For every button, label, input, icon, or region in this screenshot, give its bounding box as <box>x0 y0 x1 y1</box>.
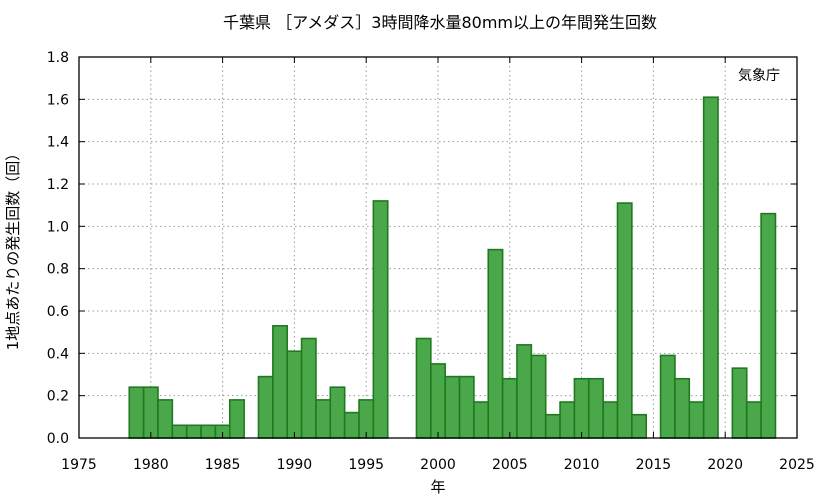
bar-1999 <box>415 337 432 439</box>
bar-2010 <box>573 377 590 439</box>
x-tick-label: 1995 <box>348 457 384 473</box>
x-tick-label: 2015 <box>636 457 672 473</box>
bar-1981 <box>157 399 174 439</box>
y-axis-label: 1地点あたりの発生回数（回） <box>4 146 22 351</box>
bar-2006 <box>516 344 533 439</box>
y-tick-label: 1.2 <box>47 177 69 193</box>
bar-2017 <box>674 377 691 439</box>
x-tick-label: 1980 <box>133 457 169 473</box>
bar-1983 <box>185 424 202 439</box>
bar-2019 <box>702 96 719 439</box>
bar-1988 <box>257 375 274 439</box>
y-axis: 0.0 0.2 0.4 0.6 0.8 1.0 1.2 1.4 1.6 1.8 <box>47 50 797 447</box>
bars <box>128 96 777 439</box>
chart-title: 千葉県 ［アメダス］3時間降水量80mm以上の年間発生回数 <box>223 13 657 32</box>
bar-2005 <box>501 377 518 439</box>
x-tick-label: 1975 <box>61 457 97 473</box>
bar-2023 <box>760 212 777 439</box>
bar-1982 <box>171 424 188 439</box>
bar-2011 <box>587 377 604 439</box>
bar-1992 <box>315 399 332 439</box>
bar-1991 <box>300 337 317 439</box>
x-axis: 1975 1980 1985 1990 1995 2000 2005 2010 2015 2020… <box>61 57 815 473</box>
y-tick-label: 1.4 <box>47 135 69 151</box>
bar-2004 <box>487 248 504 439</box>
y-tick-label: 0.8 <box>47 262 69 278</box>
x-tick-label: 2005 <box>492 457 528 473</box>
bar-1984 <box>200 424 217 439</box>
bar-1979 <box>128 386 145 439</box>
bar-2014 <box>631 413 648 439</box>
bar-2018 <box>688 401 705 439</box>
bar-1994 <box>343 411 360 439</box>
grid-lines <box>79 57 797 438</box>
bar-2001 <box>444 375 461 439</box>
bar-2009 <box>559 401 576 439</box>
bar-2012 <box>602 401 619 439</box>
bar-1990 <box>286 350 303 439</box>
bar-2016 <box>659 354 676 439</box>
y-tick-label: 0.2 <box>47 389 69 405</box>
bar-2002 <box>458 375 475 439</box>
bar-2021 <box>731 367 748 439</box>
bar-1996 <box>372 200 389 439</box>
bar-2008 <box>544 413 561 439</box>
x-axis-label: 年 <box>430 478 445 496</box>
y-tick-label: 0.4 <box>47 346 69 362</box>
y-tick-label: 1.0 <box>47 219 69 235</box>
source-annotation: 気象庁 <box>738 68 780 84</box>
y-tick-label: 1.8 <box>47 50 69 66</box>
y-tick-label: 1.6 <box>47 92 69 108</box>
bar-2007 <box>530 354 547 439</box>
bar-1993 <box>329 386 346 439</box>
bar-2013 <box>616 202 633 439</box>
bar-2000 <box>430 363 446 439</box>
y-tick-label: 0.6 <box>47 304 69 320</box>
x-tick-label: 2025 <box>779 457 815 473</box>
y-tick-label: 0.0 <box>47 431 69 447</box>
x-tick-label: 2020 <box>707 457 743 473</box>
bar-2003 <box>473 401 490 439</box>
x-tick-label: 1990 <box>277 457 313 473</box>
bar-1989 <box>272 325 289 439</box>
bar-1986 <box>228 399 245 439</box>
bar-2022 <box>745 401 762 439</box>
x-tick-label: 2000 <box>420 457 456 473</box>
x-tick-label: 2010 <box>564 457 600 473</box>
x-tick-label: 1985 <box>205 457 241 473</box>
bar-1980 <box>142 386 159 439</box>
